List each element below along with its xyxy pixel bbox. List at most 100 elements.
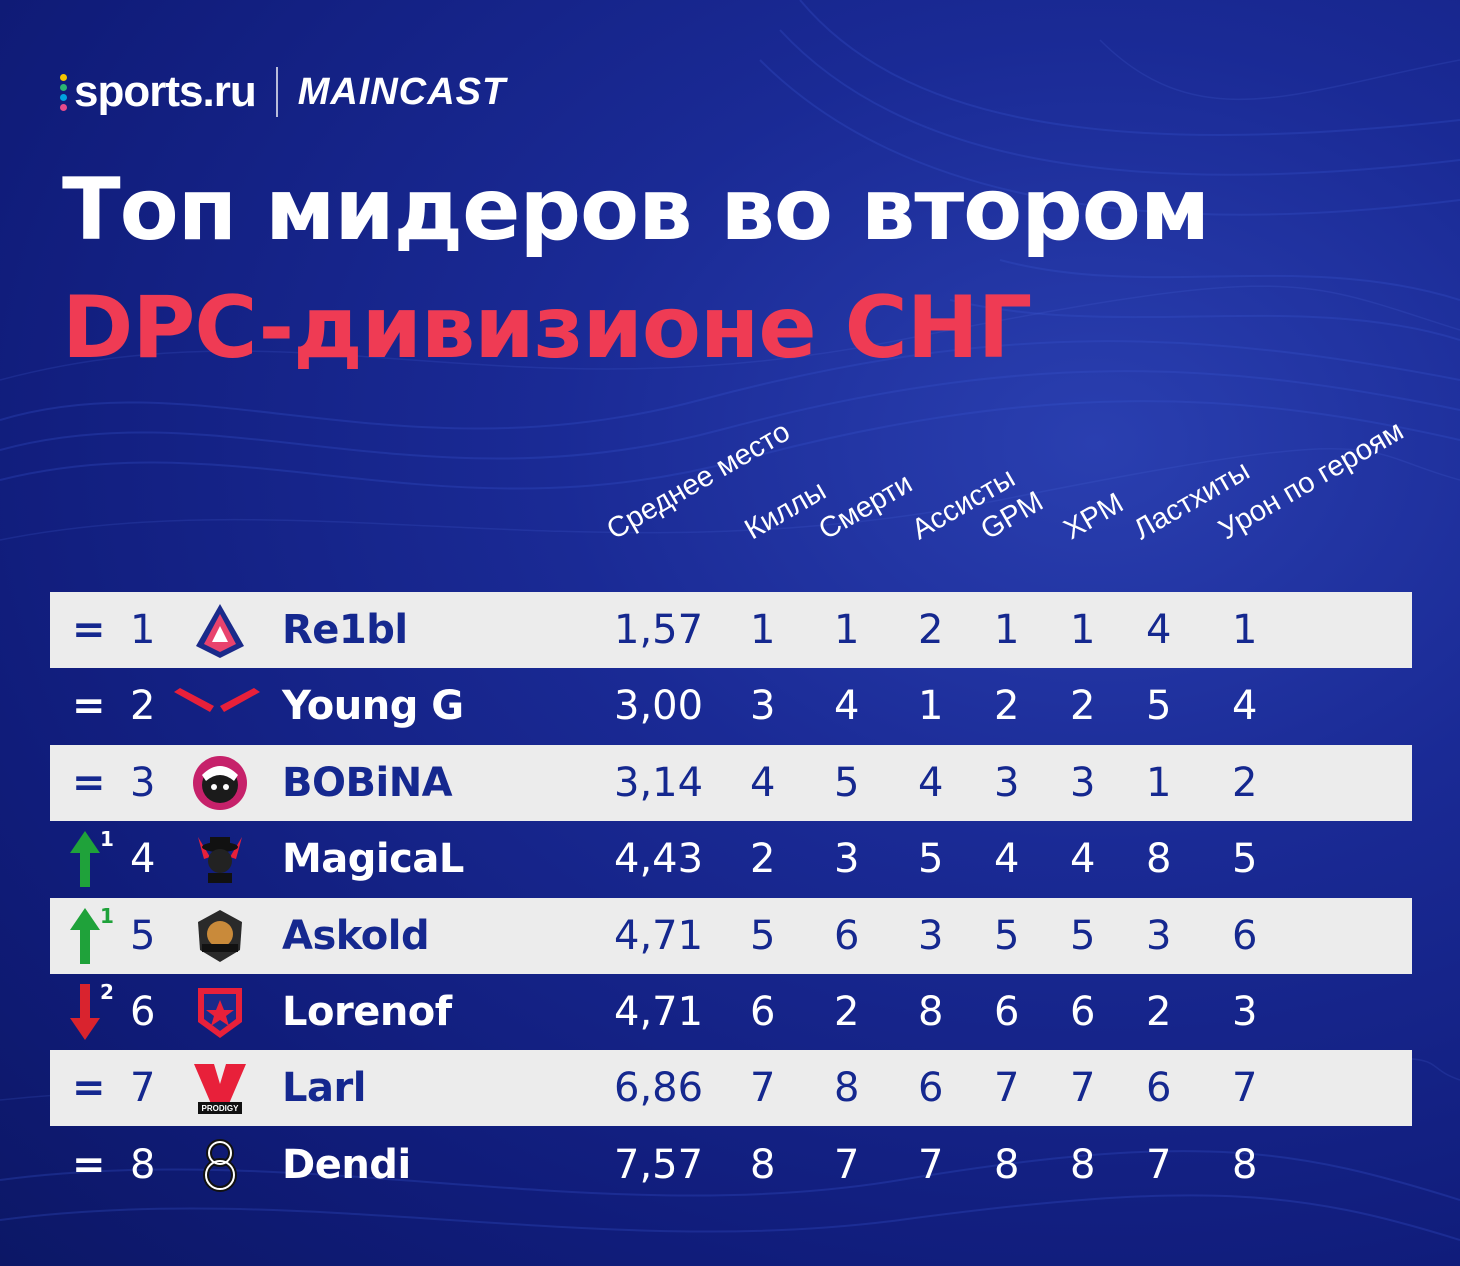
stat-value: 5 xyxy=(834,759,860,806)
table-row: = 7 PRODIGY Larl 6,86 7 8 6 7 7 6 7 xyxy=(50,1050,1412,1127)
stat-value: 7 xyxy=(1232,1065,1258,1112)
stat-value: 1 xyxy=(834,607,860,653)
stat-value: 7 xyxy=(994,1065,1020,1112)
trend-down-arrow-icon: 2 xyxy=(70,974,130,1050)
stat-value: 8 xyxy=(1232,1141,1258,1188)
sports-ru-logo: sports.ru xyxy=(74,67,257,116)
stat-value: 1 xyxy=(994,607,1020,653)
stat-value: 8 xyxy=(918,989,944,1035)
stat-value: 6 xyxy=(918,1065,944,1112)
rank-number: 2 xyxy=(130,683,156,730)
stat-value: 3 xyxy=(1146,912,1172,959)
stat-value: 8 xyxy=(1146,836,1172,883)
trend-equal-sign: = xyxy=(72,1141,106,1188)
stat-value: 4 xyxy=(834,683,860,730)
stat-value: 2 xyxy=(1146,989,1172,1035)
player-name: Young G xyxy=(282,683,464,730)
player-name: BOBiNA xyxy=(282,759,453,806)
page-title-line1: Топ мидеров во втором xyxy=(62,160,1210,260)
stat-value: 7 xyxy=(918,1141,944,1188)
trend-equal-icon: = xyxy=(70,1050,130,1126)
stat-value: 2 xyxy=(1070,683,1096,730)
trend-delta: 1 xyxy=(100,903,114,928)
trend-equal-icon: = xyxy=(70,592,130,668)
vp-prodigy-logo-icon: PRODIGY xyxy=(190,1058,250,1118)
gambit-logo-icon xyxy=(190,982,250,1042)
stat-value: 6 xyxy=(1232,912,1258,959)
page-title-line2: DPC-дивизионе СНГ xyxy=(62,278,1032,378)
stat-value: 7 xyxy=(750,1065,776,1112)
player-name: Lorenof xyxy=(282,989,452,1035)
trend-equal-sign: = xyxy=(72,683,106,730)
stat-value: 7 xyxy=(834,1141,860,1188)
trend-delta: 2 xyxy=(100,980,114,1004)
sports-dots-icon xyxy=(60,73,67,111)
trend-up-arrow-icon: 1 xyxy=(70,898,130,974)
stat-value: 2 xyxy=(994,683,1020,730)
stat-value: 5 xyxy=(1232,836,1258,883)
stat-value: 3 xyxy=(834,836,860,883)
header: sports.ru MAINCAST xyxy=(60,62,506,122)
b8-logo-icon xyxy=(190,1135,250,1195)
avg-place-value: 6,86 xyxy=(614,1065,704,1112)
team-mafia-logo-icon xyxy=(190,829,250,889)
rank-number: 3 xyxy=(130,759,156,806)
stat-value: 4 xyxy=(1146,607,1172,653)
stat-value: 1 xyxy=(918,683,944,730)
stat-value: 8 xyxy=(1070,1141,1096,1188)
stat-value: 8 xyxy=(834,1065,860,1112)
table-row: = 1 Re1bl 1,57 1 1 2 1 1 4 1 xyxy=(50,592,1412,668)
svg-text:PRODIGY: PRODIGY xyxy=(202,1104,240,1113)
stat-value: 1 xyxy=(1232,607,1258,653)
trend-equal-icon: = xyxy=(70,1127,130,1203)
stat-value: 2 xyxy=(750,836,776,883)
rank-number: 5 xyxy=(130,912,156,959)
stat-value: 4 xyxy=(1232,683,1258,730)
maincast-logo: MAINCAST xyxy=(297,70,507,113)
stat-value: 1 xyxy=(1146,759,1172,806)
trend-equal-icon: = xyxy=(70,745,130,821)
table-row: = 3 BOBiNA 3,14 4 5 4 3 3 1 2 xyxy=(50,744,1412,821)
stat-value: 7 xyxy=(1070,1065,1096,1112)
stat-value: 5 xyxy=(1070,912,1096,959)
rank-number: 1 xyxy=(130,607,156,653)
virtus-pro-logo-icon xyxy=(190,600,250,660)
player-name: Re1bl xyxy=(282,607,408,653)
stat-value: 4 xyxy=(918,759,944,806)
rank-number: 4 xyxy=(130,836,156,883)
stat-value: 5 xyxy=(1146,683,1172,730)
stat-value: 3 xyxy=(994,759,1020,806)
stat-value: 1 xyxy=(750,607,776,653)
stat-value: 6 xyxy=(1146,1065,1172,1112)
logo-divider xyxy=(275,67,278,117)
trend-equal-sign: = xyxy=(72,1065,106,1112)
avg-place-value: 3,14 xyxy=(614,759,704,806)
stat-value: 5 xyxy=(994,912,1020,959)
trend-equal-sign: = xyxy=(72,607,106,653)
player-name: Dendi xyxy=(282,1141,411,1188)
trend-equal-icon: = xyxy=(70,668,130,744)
stat-value: 4 xyxy=(994,836,1020,883)
avg-place-value: 1,57 xyxy=(614,607,704,653)
table-row: 1 5 Askold 4,71 5 6 3 5 5 3 6 xyxy=(50,897,1412,974)
stat-value: 2 xyxy=(1232,759,1258,806)
table-row: = 8 Dendi 7,57 8 7 7 8 8 7 8 xyxy=(50,1127,1412,1203)
stat-value: 3 xyxy=(1070,759,1096,806)
stat-value: 6 xyxy=(750,989,776,1035)
rank-number: 8 xyxy=(130,1141,156,1188)
stat-value: 5 xyxy=(918,836,944,883)
table-row: = 2 Young G 3,00 3 4 1 2 2 5 4 xyxy=(50,668,1412,744)
player-name: Larl xyxy=(282,1065,366,1112)
stat-value: 3 xyxy=(1232,989,1258,1035)
player-name: Askold xyxy=(282,912,430,959)
team-lion-logo-icon xyxy=(190,906,250,966)
stat-value: 5 xyxy=(750,912,776,959)
stat-value: 8 xyxy=(994,1141,1020,1188)
stat-value: 6 xyxy=(1070,989,1096,1035)
trend-delta: 1 xyxy=(100,827,114,852)
stat-value: 3 xyxy=(918,912,944,959)
stat-value: 4 xyxy=(750,759,776,806)
avg-place-value: 3,00 xyxy=(614,683,704,730)
avg-place-value: 4,71 xyxy=(614,989,704,1035)
stat-value: 2 xyxy=(834,989,860,1035)
